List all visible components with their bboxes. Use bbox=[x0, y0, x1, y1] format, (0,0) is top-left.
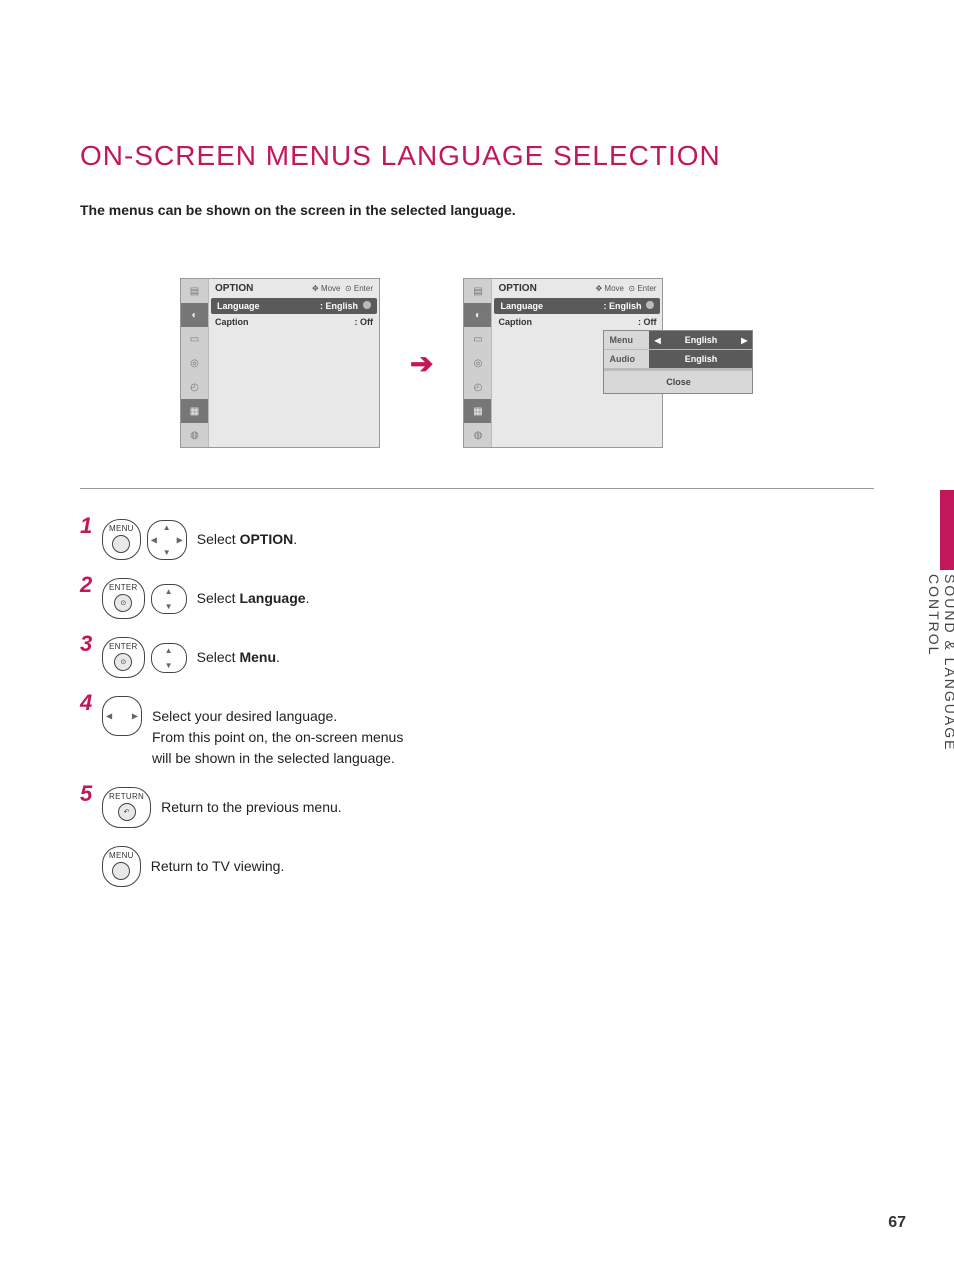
step-number: 2 bbox=[80, 572, 92, 598]
remote-button-return: RETURN↶ bbox=[102, 787, 151, 828]
remote-button-enter: ENTER⊙ bbox=[102, 578, 145, 619]
step: 3ENTER⊙▲▼Select Menu. bbox=[80, 637, 874, 678]
nav-pad-icon: ▲▼◀▶ bbox=[147, 520, 187, 560]
osd-icon: ◍ bbox=[464, 423, 491, 447]
leftright-pad-icon: ◀▶ bbox=[102, 696, 142, 736]
osd-icon: ▦ bbox=[181, 399, 208, 423]
step-number: 3 bbox=[80, 631, 92, 657]
step: 2ENTER⊙▲▼Select Language. bbox=[80, 578, 874, 619]
page-subtitle: The menus can be shown on the screen in … bbox=[80, 202, 874, 218]
step: 5RETURN↶Return to the previous menu. bbox=[80, 787, 874, 828]
step-text: Return to TV viewing. bbox=[151, 846, 285, 877]
step-text: Select Language. bbox=[197, 578, 310, 609]
step-text: Select your desired language.From this p… bbox=[152, 696, 403, 769]
osd-icon: ◎ bbox=[181, 351, 208, 375]
osd-icon: ◴ bbox=[464, 375, 491, 399]
submenu-row-menu[interactable]: Menu ◀ English ▶ bbox=[604, 331, 752, 350]
step-number: 5 bbox=[80, 781, 92, 807]
osd-icon: ▦ bbox=[464, 399, 491, 423]
page-number: 67 bbox=[888, 1214, 906, 1232]
remote-button-enter: ENTER⊙ bbox=[102, 637, 145, 678]
osd-hint: ✥ Move ⊙ Enter bbox=[312, 284, 373, 293]
page-title: ON-SCREEN MENUS LANGUAGE SELECTION bbox=[80, 140, 874, 172]
step-text: Select OPTION. bbox=[197, 519, 297, 550]
osd-row-caption[interactable]: Caption : Off bbox=[492, 314, 662, 330]
osd-hint: ✥ Move ⊙ Enter bbox=[595, 284, 656, 293]
osd-header: OPTION bbox=[215, 283, 253, 294]
remote-button-menu: MENU bbox=[102, 519, 141, 560]
right-arrow-icon[interactable]: ▶ bbox=[741, 336, 747, 345]
left-arrow-icon[interactable]: ◀ bbox=[654, 336, 660, 345]
step: 1MENU▲▼◀▶Select OPTION. bbox=[80, 519, 874, 560]
osd-row-language[interactable]: Language : English bbox=[494, 298, 660, 314]
steps-list: 1MENU▲▼◀▶Select OPTION.2ENTER⊙▲▼Select L… bbox=[80, 519, 874, 887]
side-tab: SOUND & LANGUAGE CONTROL bbox=[926, 490, 954, 830]
language-submenu: Menu ◀ English ▶ Audio English Close bbox=[603, 330, 753, 394]
divider bbox=[80, 488, 874, 489]
updown-pad-icon: ▲▼ bbox=[151, 584, 187, 614]
step-number: 1 bbox=[80, 513, 92, 539]
osd-icon: ◐ bbox=[464, 303, 491, 327]
osd-row-language[interactable]: Language : English bbox=[211, 298, 377, 314]
arrow-icon: ➔ bbox=[410, 347, 433, 380]
updown-pad-icon: ▲▼ bbox=[151, 643, 187, 673]
submenu-close[interactable]: Close bbox=[604, 369, 752, 393]
osd-row-caption[interactable]: Caption : Off bbox=[209, 314, 379, 330]
osd-icon: ▤ bbox=[464, 279, 491, 303]
step-text: Select Menu. bbox=[197, 637, 280, 668]
osd-icon: ◎ bbox=[464, 351, 491, 375]
osd-icon: ◐ bbox=[181, 303, 208, 327]
osd-screenshots: ▤ ◐ ▭ ◎ ◴ ▦ ◍ OPTION ✥ Move ⊙ Enter Lang… bbox=[180, 278, 874, 448]
step-text: Return to the previous menu. bbox=[161, 787, 342, 818]
step-number: 4 bbox=[80, 690, 92, 716]
osd-icon: ◴ bbox=[181, 375, 208, 399]
step: MENU Return to TV viewing. bbox=[80, 846, 874, 887]
osd-header: OPTION bbox=[498, 283, 536, 294]
osd-icon: ▤ bbox=[181, 279, 208, 303]
osd-icon: ▭ bbox=[181, 327, 208, 351]
step: 4◀▶Select your desired language.From thi… bbox=[80, 696, 874, 769]
osd-panel-1: ▤ ◐ ▭ ◎ ◴ ▦ ◍ OPTION ✥ Move ⊙ Enter Lang… bbox=[180, 278, 380, 448]
osd-icon: ◍ bbox=[181, 423, 208, 447]
submenu-row-audio[interactable]: Audio English bbox=[604, 350, 752, 369]
remote-button-menu: MENU bbox=[102, 846, 141, 887]
osd-icon: ▭ bbox=[464, 327, 491, 351]
